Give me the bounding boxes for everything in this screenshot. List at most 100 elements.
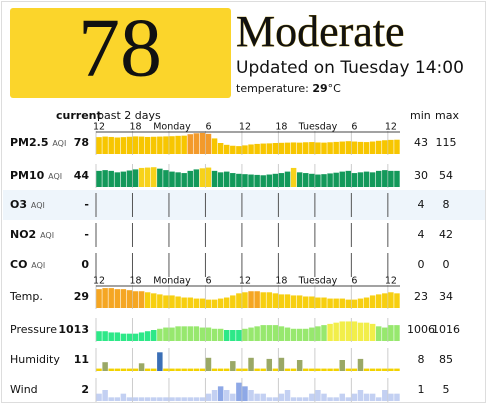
bar xyxy=(187,134,193,154)
bar xyxy=(126,290,133,308)
bar xyxy=(157,328,163,341)
bar xyxy=(223,171,230,187)
bar xyxy=(260,393,266,401)
bar xyxy=(144,368,151,371)
bar xyxy=(138,363,145,371)
bar xyxy=(333,322,339,341)
header-current: current xyxy=(56,109,102,122)
bar xyxy=(211,368,218,371)
bar xyxy=(284,171,291,187)
bar xyxy=(163,368,169,371)
bar xyxy=(242,292,248,308)
row-label: CO xyxy=(10,258,27,271)
tick-label: 18 xyxy=(275,122,287,133)
bar xyxy=(266,397,273,401)
bar xyxy=(357,141,364,154)
bar xyxy=(102,136,108,154)
bar xyxy=(260,175,266,187)
bar xyxy=(363,322,370,341)
bar xyxy=(309,173,315,187)
bar xyxy=(132,291,139,308)
bar xyxy=(357,322,364,341)
bar xyxy=(375,170,382,187)
bar xyxy=(357,358,364,371)
bar xyxy=(333,368,339,371)
row-name: Humidity xyxy=(10,353,60,366)
bar xyxy=(114,289,121,308)
bar xyxy=(230,361,236,371)
bar xyxy=(138,136,145,154)
row-name: Pressure xyxy=(10,323,57,336)
bar xyxy=(169,295,175,308)
bar xyxy=(193,368,200,371)
bar xyxy=(284,368,291,371)
bar xyxy=(290,295,297,308)
bar xyxy=(132,368,139,371)
bar xyxy=(114,137,121,154)
row-label: Humidity xyxy=(10,353,60,366)
bar xyxy=(163,327,169,341)
bar xyxy=(375,140,382,154)
row-min: 1006 xyxy=(407,323,435,336)
bar xyxy=(199,327,206,341)
bar xyxy=(187,397,193,401)
bar xyxy=(369,295,376,308)
row-max: 5 xyxy=(443,383,450,396)
bar xyxy=(248,327,254,341)
bar xyxy=(266,292,273,308)
bar xyxy=(363,142,370,154)
bar xyxy=(260,292,266,308)
bar xyxy=(242,386,248,401)
tick-label: 12 xyxy=(239,276,251,287)
bar xyxy=(333,397,339,401)
bar xyxy=(321,393,327,401)
bar xyxy=(181,368,187,371)
bar xyxy=(96,137,102,154)
bar xyxy=(163,170,169,187)
row-shade xyxy=(3,190,485,220)
bar xyxy=(211,299,218,308)
bar xyxy=(345,368,352,371)
row-unit: AQI xyxy=(40,231,54,240)
bar xyxy=(309,393,315,401)
row-min: 1 xyxy=(418,383,425,396)
row-name: O3 AQI xyxy=(10,198,45,211)
bar xyxy=(321,142,327,154)
tick-label: 6 xyxy=(351,276,357,287)
bar xyxy=(157,397,163,401)
bar xyxy=(169,171,175,187)
bar xyxy=(266,143,273,154)
bar xyxy=(278,357,285,371)
bar xyxy=(205,327,212,341)
bar xyxy=(211,138,218,154)
bar xyxy=(157,294,163,308)
bar xyxy=(388,325,394,341)
bar xyxy=(254,326,260,341)
bar xyxy=(181,397,187,401)
bar xyxy=(351,321,358,341)
bar xyxy=(205,393,212,401)
row-unit: AQI xyxy=(31,261,45,270)
bar xyxy=(351,368,358,371)
bar xyxy=(193,397,200,401)
bar xyxy=(369,172,376,187)
bar xyxy=(278,326,285,341)
bar xyxy=(303,397,309,401)
bar xyxy=(242,145,248,154)
bar xyxy=(357,172,364,187)
bar xyxy=(260,143,266,154)
bar xyxy=(151,397,157,401)
bar xyxy=(248,390,254,401)
bar xyxy=(181,135,187,154)
bar xyxy=(132,169,139,187)
aqi-box xyxy=(10,8,231,98)
bar xyxy=(248,357,254,371)
row-min: 8 xyxy=(418,353,425,366)
bar xyxy=(175,172,181,187)
row-current: 11 xyxy=(74,353,89,366)
tick-label: Monday xyxy=(153,122,191,133)
row-current: 29 xyxy=(74,290,89,303)
bar xyxy=(144,167,151,187)
bar xyxy=(193,326,200,341)
bar xyxy=(193,298,200,308)
